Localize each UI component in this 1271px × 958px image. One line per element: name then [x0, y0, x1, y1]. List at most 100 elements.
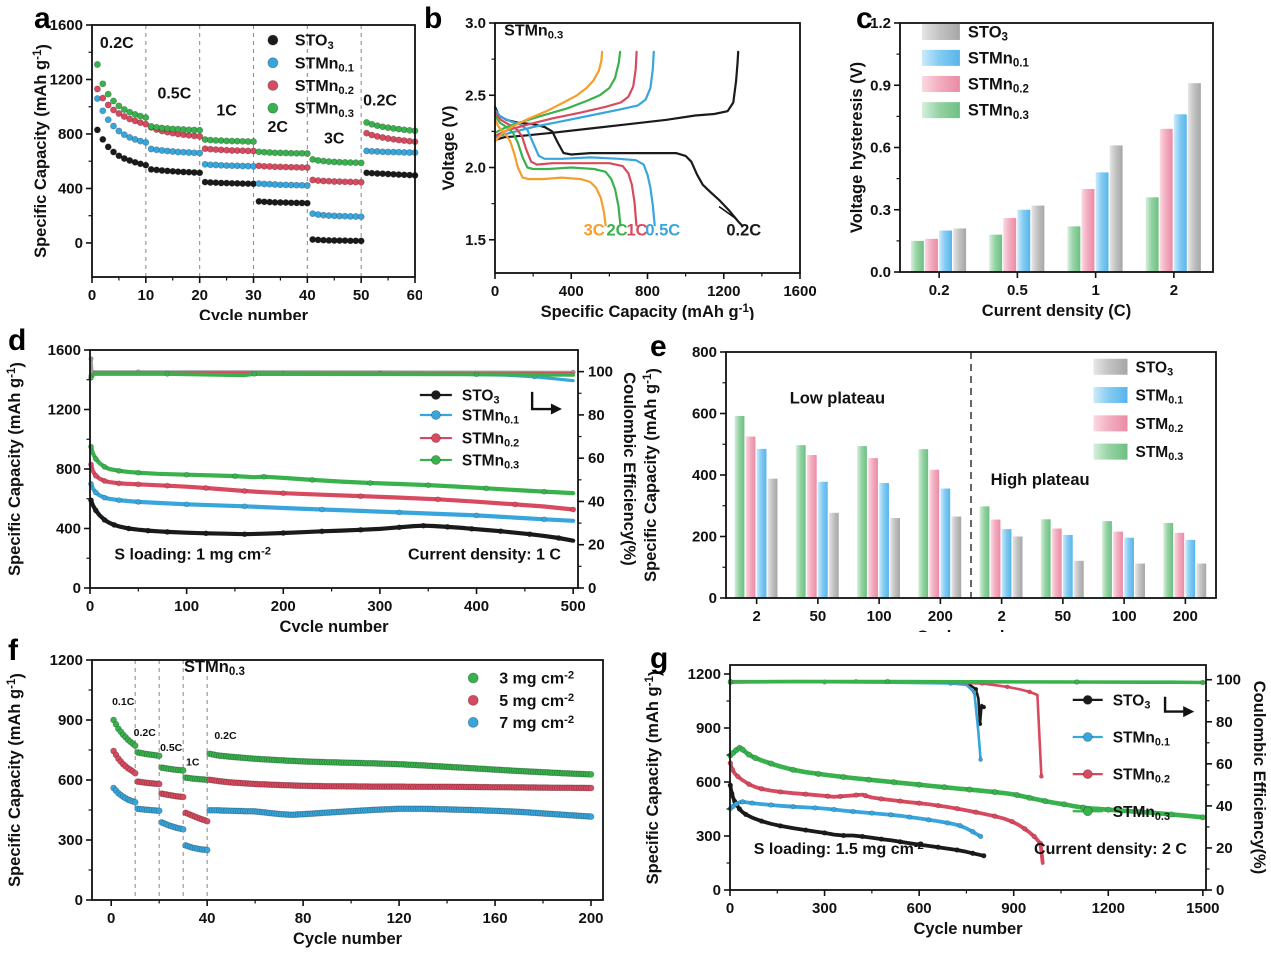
svg-text:3C: 3C: [324, 131, 345, 148]
svg-text:High plateau: High plateau: [991, 471, 1090, 489]
chart-c: 0.2 0.5 1 2 0.0 0.3 0.6 0.9 1.2 Current density (…: [848, 0, 1271, 325]
svg-text:0.5C: 0.5C: [645, 221, 680, 239]
svg-text:Specific Capacity (mAh g-1): Specific Capacity (mAh g-1): [541, 303, 755, 320]
svg-text:3 mg cm-2: 3 mg cm-2: [499, 669, 574, 687]
svg-text:Current density (C): Current density (C): [982, 302, 1131, 320]
svg-text:Specific Capacity (mAh g-1): Specific Capacity (mAh g-1): [642, 368, 662, 582]
chart-e: 2501002002501002000200400600800Cycle num…: [640, 320, 1271, 646]
panel-letter-c: c: [856, 2, 873, 35]
svg-text:STO3: STO3: [1136, 359, 1174, 378]
svg-text:Cycle number: Cycle number: [293, 930, 403, 948]
chart-a: 0 10 20 30 40 50 60 0 400 800 1200 1600 Cycle number…: [30, 0, 424, 325]
svg-text:STMn0.2: STMn0.2: [295, 78, 354, 97]
svg-text:600: 600: [58, 772, 83, 789]
svg-text:300: 300: [367, 598, 392, 615]
svg-text:900: 900: [1001, 900, 1026, 917]
panel-a-rate-capability: 0 10 20 30 40 50 60 0 400 800 1200 1600 Cycle number…: [30, 0, 424, 325]
svg-text:Cycle number: Cycle number: [913, 920, 1023, 938]
svg-text:0.6: 0.6: [870, 140, 891, 157]
svg-text:60: 60: [588, 450, 605, 467]
svg-text:1200: 1200: [50, 652, 83, 669]
panel-c-voltage-hysteresis: 0.2 0.5 1 2 0.0 0.3 0.6 0.9 1.2 Current density (…: [848, 0, 1271, 320]
svg-text:50: 50: [353, 287, 370, 304]
svg-text:200: 200: [271, 598, 296, 615]
svg-text:1C: 1C: [216, 103, 237, 120]
svg-text:STO3: STO3: [1113, 692, 1151, 711]
chart-svg-g: 0 300 600 900 1200 15000300600900120002040608…: [644, 664, 1268, 938]
svg-text:0: 0: [75, 235, 83, 252]
svg-text:STMn0.2: STMn0.2: [968, 76, 1029, 96]
svg-text:Specific Capacity (mAh g-1): Specific Capacity (mAh g-1): [6, 362, 26, 576]
svg-text:0.2C: 0.2C: [363, 92, 397, 109]
svg-text:0.3: 0.3: [870, 202, 891, 219]
svg-text:1200: 1200: [50, 71, 83, 88]
svg-text:0: 0: [86, 598, 94, 615]
svg-text:STMn0.3: STMn0.3: [1113, 804, 1170, 823]
svg-text:Voltage hysteresis (V): Voltage hysteresis (V): [850, 62, 866, 233]
chart-svg-f: 0 40 80 120 160 200 0 300 600 900 1200 Cycle number…: [6, 652, 604, 948]
svg-text:STMn0.2: STMn0.2: [1113, 767, 1170, 786]
svg-text:160: 160: [483, 910, 508, 927]
svg-text:Cycle number: Cycle number: [279, 618, 389, 632]
svg-text:60: 60: [407, 287, 422, 304]
svg-text:Coulombic Efficiency(%): Coulombic Efficiency(%): [620, 372, 638, 565]
svg-text:1200: 1200: [48, 402, 81, 419]
svg-text:1200: 1200: [688, 666, 721, 683]
svg-text:1C: 1C: [186, 757, 200, 769]
svg-text:STMn0.3: STMn0.3: [462, 452, 519, 471]
svg-text:0: 0: [713, 882, 721, 899]
svg-text:900: 900: [696, 720, 721, 737]
chart-svg-c: 0.2 0.5 1 2 0.0 0.3 0.6 0.9 1.2 Current density (…: [848, 15, 1214, 320]
svg-text:1600: 1600: [48, 342, 81, 359]
svg-text:1600: 1600: [50, 17, 83, 34]
svg-text:STMn0.3: STMn0.3: [968, 102, 1029, 122]
svg-text:800: 800: [56, 461, 81, 478]
svg-text:1500: 1500: [1186, 900, 1219, 917]
svg-text:2: 2: [997, 608, 1005, 625]
panel-b-voltage-profiles: 0 400 800 1200 1600 1.5 2.0 2.5 3.0 Specific Capa…: [420, 0, 847, 323]
svg-text:20: 20: [1216, 840, 1233, 857]
svg-text:200: 200: [692, 529, 717, 546]
svg-text:2: 2: [752, 608, 760, 625]
chart-g: 0 300 600 900 1200 1500 0 300 600 900 1200 0 20 40 60 8…: [640, 630, 1271, 958]
svg-text:200: 200: [578, 910, 603, 927]
svg-text:900: 900: [58, 712, 83, 729]
svg-text:200: 200: [1173, 608, 1198, 625]
svg-text:STM0.2: STM0.2: [1136, 416, 1184, 435]
panel-f-sulfur-loading: 0 40 80 120 160 200 0 300 600 900 1200 Cycle number…: [0, 630, 640, 953]
svg-text:60: 60: [1216, 756, 1233, 773]
svg-text:1200: 1200: [1092, 900, 1125, 917]
svg-text:1C: 1C: [626, 221, 647, 239]
svg-text:10: 10: [137, 287, 154, 304]
svg-text:0: 0: [726, 900, 734, 917]
svg-text:0.5C: 0.5C: [157, 86, 191, 103]
svg-text:STMn0.3: STMn0.3: [184, 658, 245, 678]
svg-text:Specific Capacity (mAh g-1): Specific Capacity (mAh g-1): [644, 671, 664, 885]
svg-text:1.5: 1.5: [465, 232, 486, 249]
panel-letter-e: e: [650, 330, 667, 363]
svg-text:Specific Capacity (mAh g-1): Specific Capacity (mAh g-1): [32, 44, 52, 258]
svg-text:80: 80: [588, 407, 605, 424]
svg-text:80: 80: [295, 910, 312, 927]
svg-text:400: 400: [56, 521, 81, 538]
svg-text:Low plateau: Low plateau: [790, 390, 885, 408]
svg-text:0: 0: [107, 910, 115, 927]
svg-text:40: 40: [199, 910, 216, 927]
svg-text:STMn0.1: STMn0.1: [1113, 730, 1170, 749]
svg-text:3.0: 3.0: [465, 15, 486, 32]
chart-f: 0 40 80 120 160 200 0 300 600 900 1200 Cycle number…: [0, 630, 640, 958]
svg-text:2.0: 2.0: [465, 160, 486, 177]
svg-text:STMn0.2: STMn0.2: [462, 431, 519, 450]
svg-text:0.2C: 0.2C: [100, 35, 134, 52]
svg-text:Coulombic Efficiency(%): Coulombic Efficiency(%): [1250, 681, 1268, 874]
svg-text:STO3: STO3: [968, 23, 1008, 43]
svg-text:100: 100: [588, 364, 613, 381]
panel-letter-f: f: [8, 634, 18, 667]
svg-text:400: 400: [58, 180, 83, 197]
svg-text:0.2C: 0.2C: [134, 727, 157, 739]
svg-text:STMn0.3: STMn0.3: [295, 101, 354, 120]
svg-text:200: 200: [928, 608, 953, 625]
svg-text:400: 400: [692, 467, 717, 484]
svg-text:1600: 1600: [783, 283, 816, 300]
svg-text:500: 500: [561, 598, 586, 615]
